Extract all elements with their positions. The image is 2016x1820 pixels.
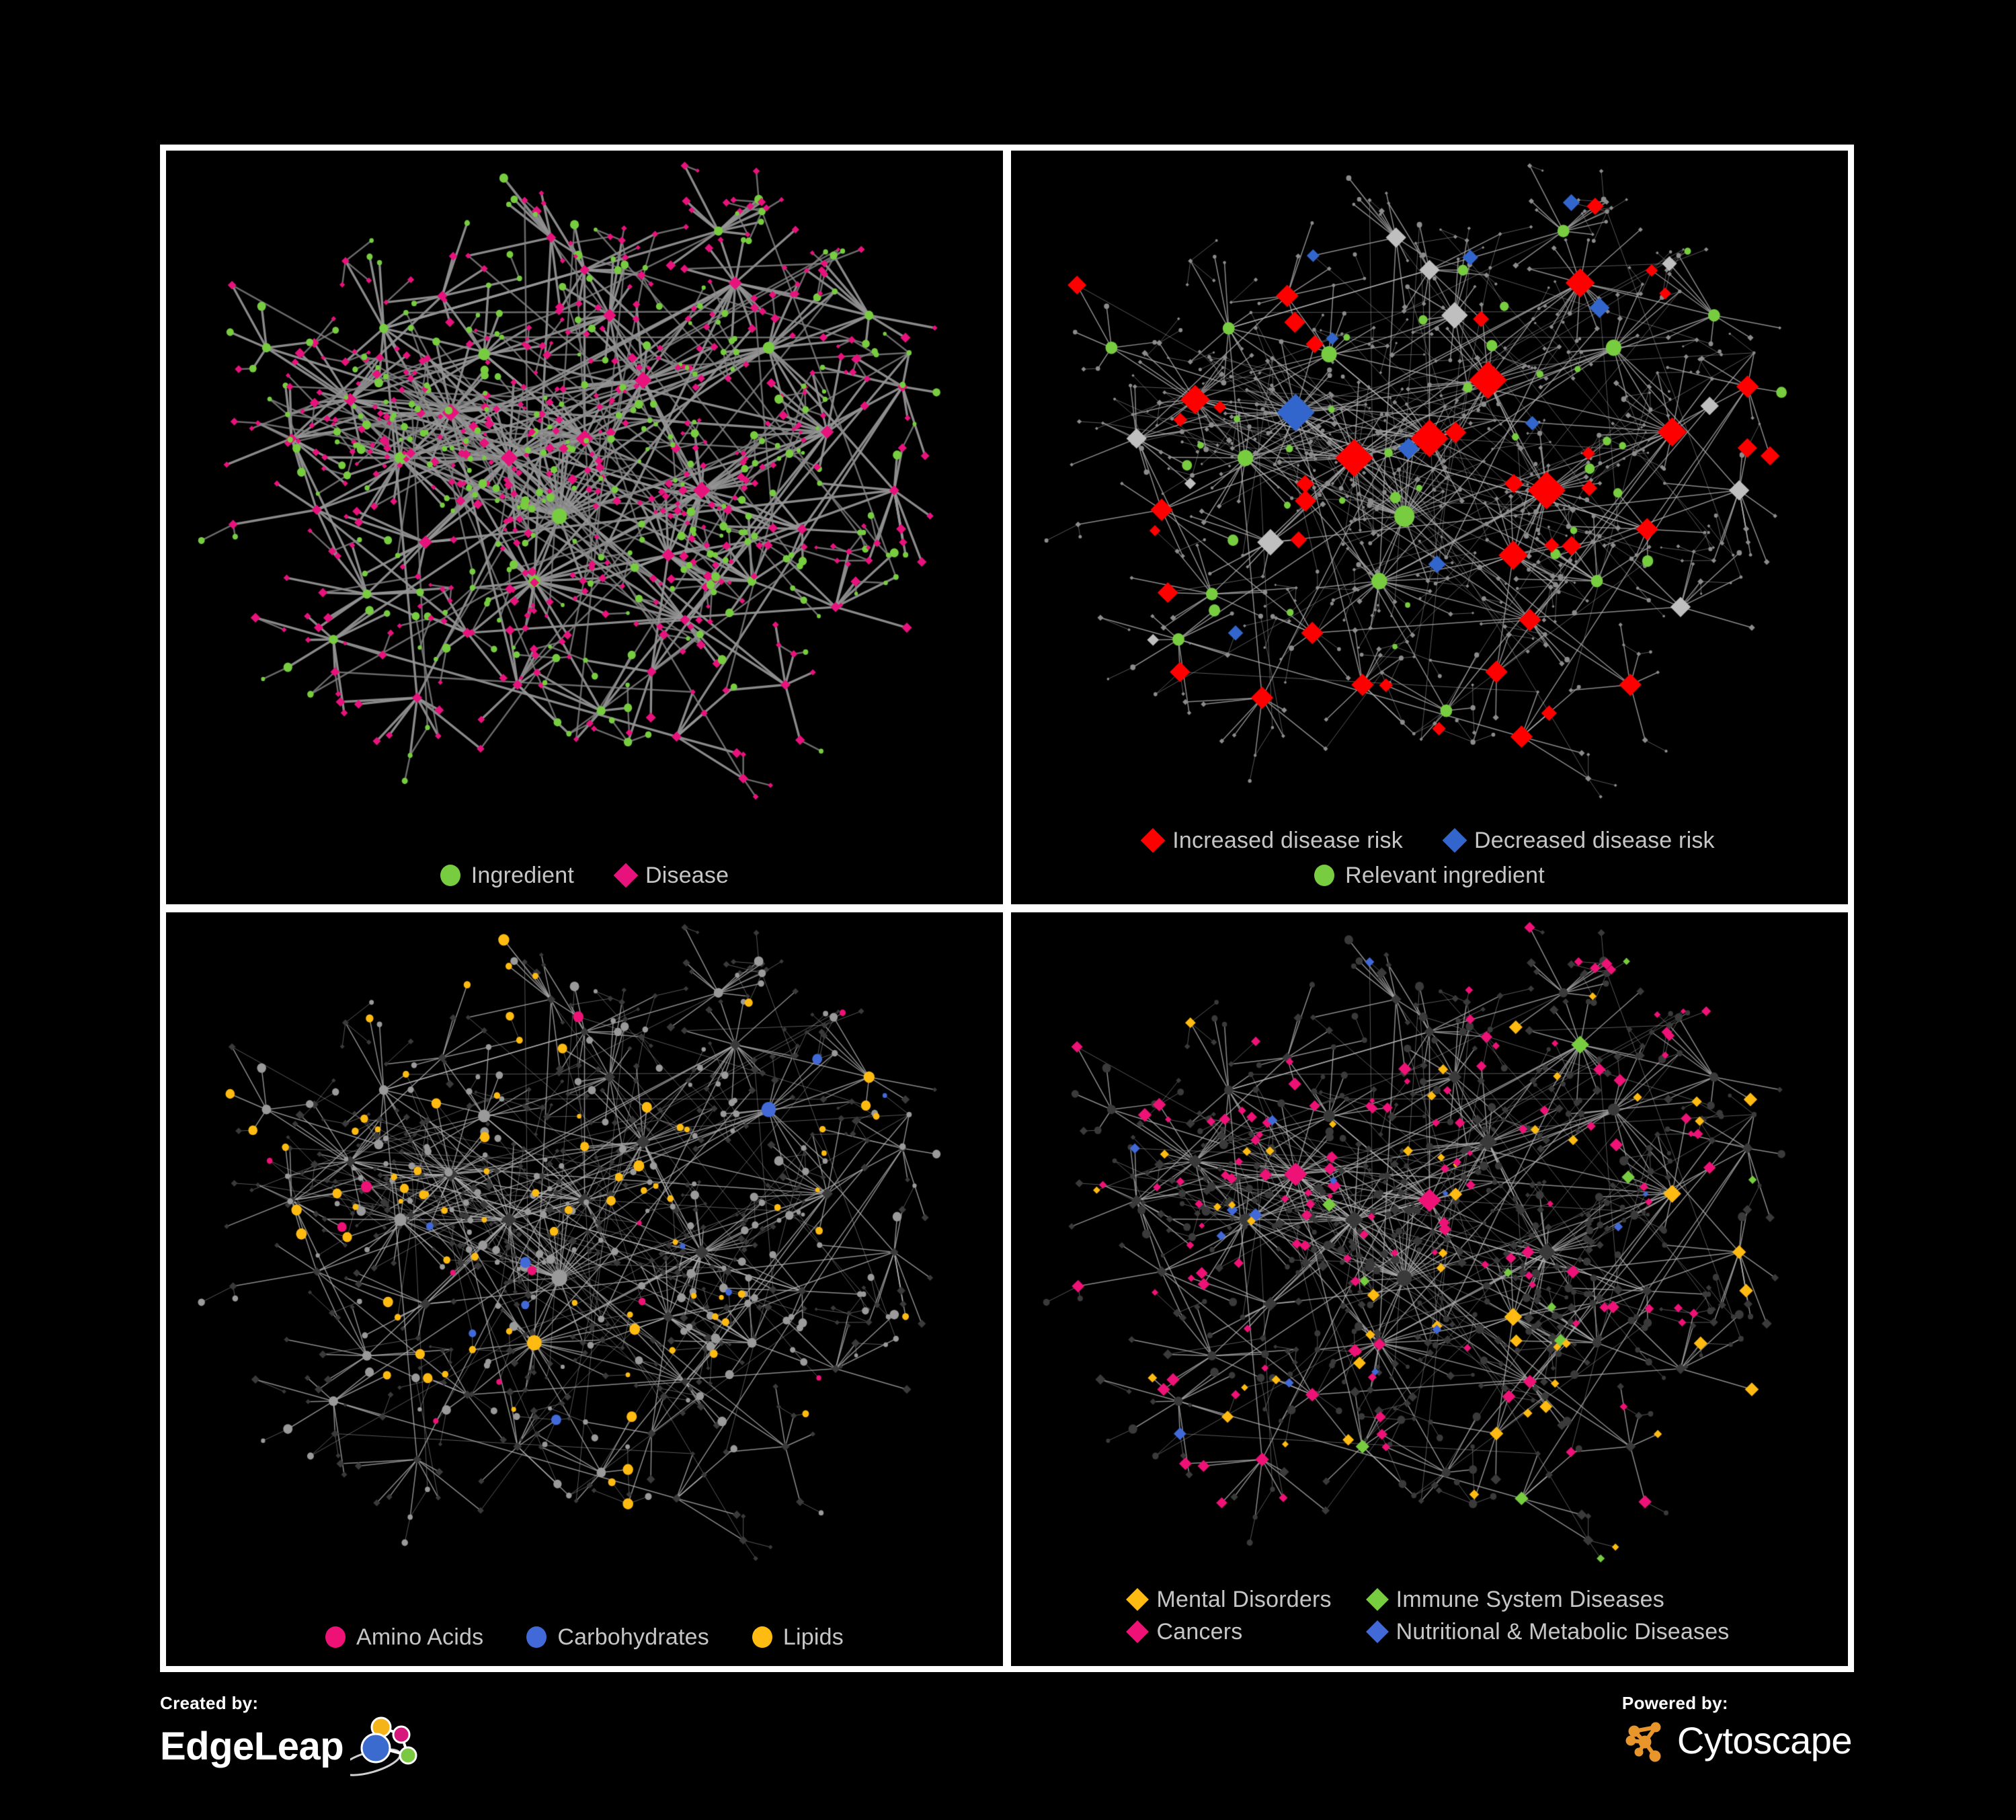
legend-panel-a: Ingredient Disease [166, 863, 1003, 888]
network-canvas-panel-d [1011, 912, 1848, 1666]
legend-item-increased-risk[interactable]: Increased disease risk [1140, 828, 1403, 853]
immune-system-diamond-icon [1365, 1588, 1389, 1611]
legend-item-mental-disorders[interactable]: Mental Disorders [1126, 1587, 1332, 1612]
legend-item-ingredient[interactable]: Ingredient [440, 864, 574, 887]
edgeleap-branding: Created by: EdgeLeap [160, 1693, 424, 1777]
panel-grid: Ingredient Disease Increased disease ris… [166, 151, 1848, 1666]
footer: Created by: EdgeLeap Powered by: [160, 1688, 1856, 1802]
legend-label-disease: Disease [645, 863, 729, 888]
edgeleap-logo-row: EdgeLeap [160, 1716, 424, 1777]
legend-label-cancers: Cancers [1156, 1619, 1243, 1645]
legend-label-increased-risk: Increased disease risk [1172, 828, 1403, 853]
lipids-circle-icon [752, 1626, 772, 1648]
legend-item-lipids[interactable]: Lipids [752, 1626, 844, 1649]
legend-label-relevant-ingredient: Relevant ingredient [1345, 863, 1545, 888]
legend-label-amino-acids: Amino Acids [356, 1624, 484, 1650]
figure-frame: Ingredient Disease Increased disease ris… [160, 145, 1854, 1672]
network-canvas-panel-c [166, 912, 1003, 1666]
legend-item-disease[interactable]: Disease [613, 863, 729, 888]
cytoscape-graph-icon [1625, 1722, 1661, 1762]
edgeleap-graph-icon [350, 1716, 417, 1776]
legend-item-carbohydrates[interactable]: Carbohydrates [526, 1626, 709, 1649]
amino-acids-circle-icon [325, 1626, 346, 1648]
created-by-caption: Created by: [160, 1693, 259, 1713]
cytoscape-logo-row: Cytoscape [1622, 1716, 1853, 1765]
panel-disease-risk-network[interactable]: Increased disease risk Decreased disease… [1011, 151, 1848, 904]
legend-label-carbohydrates: Carbohydrates [557, 1624, 709, 1650]
network-canvas-panel-b [1011, 151, 1848, 904]
legend-label-ingredient: Ingredient [471, 863, 574, 888]
legend-panel-c: Amino Acids Carbohydrates Lipids [166, 1626, 1003, 1649]
legend-item-cancers[interactable]: Cancers [1126, 1619, 1331, 1645]
legend-item-amino-acids[interactable]: Amino Acids [325, 1626, 483, 1649]
carbohydrates-circle-icon [526, 1626, 547, 1648]
panel-disease-class-network[interactable]: Mental Disorders Immune System Diseases … [1011, 912, 1848, 1666]
decreased-risk-diamond-icon [1442, 828, 1467, 853]
ingredient-circle-icon [440, 865, 460, 886]
legend-item-decreased-risk[interactable]: Decreased disease risk [1442, 828, 1715, 853]
legend-panel-b: Increased disease risk Decreased disease… [1011, 828, 1848, 887]
legend-item-relevant-ingredient[interactable]: Relevant ingredient [1314, 864, 1545, 887]
legend-label-immune-system-diseases: Immune System Diseases [1396, 1587, 1664, 1612]
increased-risk-diamond-icon [1140, 828, 1166, 853]
cancers-diamond-icon [1126, 1620, 1150, 1643]
legend-item-immune-system-diseases[interactable]: Immune System Diseases [1365, 1587, 1730, 1612]
legend-panel-d: Mental Disorders Immune System Diseases … [1011, 1588, 1848, 1643]
metabolic-diseases-diamond-icon [1365, 1620, 1389, 1643]
panel-ingredient-disease-network[interactable]: Ingredient Disease [166, 151, 1003, 904]
legend-label-lipids: Lipids [782, 1624, 844, 1650]
mental-disorders-diamond-icon [1126, 1588, 1150, 1611]
edgeleap-wordmark: EdgeLeap [160, 1725, 344, 1768]
legend-label-mental-disorders: Mental Disorders [1156, 1587, 1332, 1612]
cytoscape-wordmark: Cytoscape [1677, 1719, 1853, 1762]
legend-label-metabolic-diseases: Nutritional & Metabolic Diseases [1396, 1619, 1730, 1645]
disease-diamond-icon [613, 863, 639, 888]
powered-by-caption: Powered by: [1621, 1693, 1728, 1713]
legend-item-metabolic-diseases[interactable]: Nutritional & Metabolic Diseases [1365, 1619, 1730, 1645]
relevant-ingredient-circle-icon [1314, 865, 1335, 886]
legend-label-decreased-risk: Decreased disease risk [1474, 828, 1715, 853]
network-canvas-panel-a [166, 151, 1003, 904]
panel-ingredient-class-network[interactable]: Amino Acids Carbohydrates Lipids [166, 912, 1003, 1666]
cytoscape-branding: Powered by: Cytoscape [1621, 1693, 1853, 1765]
